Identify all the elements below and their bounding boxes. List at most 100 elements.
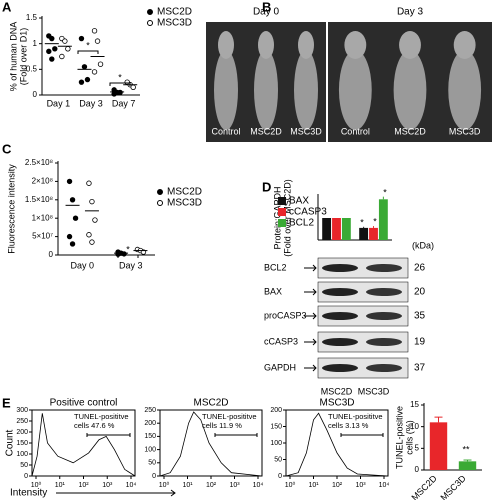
blot-arrow <box>304 364 317 372</box>
data-point <box>72 215 79 221</box>
blot-band <box>366 364 402 372</box>
x-tick-label: 10³ <box>355 482 366 489</box>
photo-label: Control <box>211 126 240 136</box>
data-point <box>69 241 76 247</box>
blot <box>317 305 409 327</box>
data-point <box>52 46 58 52</box>
panel-letter: C <box>2 141 12 156</box>
blot <box>317 331 409 353</box>
y-axis-label: Fluorescence intensity <box>6 164 16 254</box>
data-point <box>59 53 65 60</box>
significance: * <box>86 40 90 50</box>
blot-label: proCASP3 <box>264 310 307 320</box>
data-point <box>86 180 92 186</box>
data-point <box>91 28 98 34</box>
mouse-head <box>258 31 274 59</box>
data-point <box>69 197 76 203</box>
y-axis-label: % of human DNA <box>8 22 18 92</box>
x-tick-label: 10¹ <box>55 482 66 489</box>
blot-band <box>322 312 358 320</box>
mouse-head <box>218 31 234 59</box>
bar <box>378 199 388 240</box>
y-axis-label: TUNEL-positive <box>394 406 404 469</box>
blot-arrow <box>304 288 317 296</box>
y-tick-label: 0 <box>152 473 156 480</box>
y-tick-label: 0 <box>278 473 282 480</box>
significance-bracket <box>117 254 139 258</box>
blot-kda: 26 <box>414 263 426 274</box>
legend-marker <box>157 200 163 206</box>
photo-label: MSC2D <box>250 126 282 136</box>
x-tick-label: Day 3 <box>79 98 103 108</box>
data-point <box>49 56 55 62</box>
y-tick-label: 200 <box>270 407 282 414</box>
blot-band <box>322 364 358 372</box>
blot-kda: 20 <box>414 287 426 298</box>
y-tick-label: 15 <box>410 400 419 409</box>
gate-label: cells 47.6 % <box>74 421 115 430</box>
y-tick-label: 0.5 <box>26 64 38 73</box>
mouse-head <box>344 31 367 59</box>
x-tick-label: MSC3D <box>438 473 468 500</box>
bar <box>332 218 341 240</box>
blot-band <box>366 338 402 346</box>
mouse-body <box>294 50 318 130</box>
data-point <box>97 61 104 67</box>
flow-x-label: Intensity <box>10 488 47 499</box>
photo-label: Control <box>341 126 370 136</box>
blot-band <box>322 264 358 272</box>
data-point <box>78 35 85 42</box>
gate-label: TUNEL-posititve <box>202 412 257 421</box>
x-tick-label: 10³ <box>102 482 113 489</box>
histogram <box>31 413 136 477</box>
y-tick-label: 1 <box>33 39 38 48</box>
x-tick-label: 10² <box>206 482 217 489</box>
blot-band <box>322 338 358 346</box>
data-point <box>92 217 98 223</box>
blot-arrow <box>304 312 317 320</box>
x-tick-label: MSC2D <box>409 473 439 500</box>
mouse-head <box>298 31 314 59</box>
panel-letter: D <box>262 179 271 194</box>
x-tick-label: 10⁰ <box>31 481 42 489</box>
x-tick-label: Day 7 <box>112 98 136 108</box>
bar <box>429 422 448 470</box>
blot-band <box>322 288 358 296</box>
data-point <box>89 239 95 245</box>
y-tick-label: 2×10⁸ <box>32 177 53 186</box>
blot-arrow <box>304 338 317 346</box>
y-tick-label: 5×10⁷ <box>32 232 53 241</box>
photo-day: Day 0 <box>253 7 280 18</box>
mouse-body <box>254 50 278 130</box>
y-tick-label: 0 <box>24 473 28 480</box>
y-tick-label: 250 <box>16 418 28 425</box>
y-tick-label: 1.5×10⁸ <box>25 195 53 204</box>
y-axis-label: (Fold over D1) <box>18 28 28 86</box>
blot-arrow <box>304 264 317 272</box>
blot-label: BAX <box>264 286 282 296</box>
data-point <box>62 38 68 44</box>
y-tick-label: 0 <box>49 250 54 259</box>
legend-swatch <box>278 219 286 227</box>
mouse-body <box>214 50 238 130</box>
kda-unit: (kDa) <box>412 240 434 250</box>
plot-title: MSC3D <box>319 398 354 409</box>
blot-label: BCL2 <box>264 262 287 272</box>
legend-marker <box>157 189 163 195</box>
y-tick-label: 200 <box>144 420 156 427</box>
mouse-body <box>338 50 372 130</box>
blot-band <box>366 264 402 272</box>
data-point <box>65 46 71 52</box>
y-tick-label: 150 <box>144 433 156 440</box>
blot-kda: 35 <box>414 311 426 322</box>
mouse-head <box>453 31 476 59</box>
y-tick-label: 1.5 <box>26 13 38 22</box>
x-tick-label: 10¹ <box>308 482 319 489</box>
x-tick-label: 10² <box>78 482 89 489</box>
gate-label: TUNEL-posititve <box>328 412 383 421</box>
blot-band <box>366 312 402 320</box>
gate-label: cells 3.13 % <box>328 421 369 430</box>
significance: ** <box>462 444 470 454</box>
mouse-body <box>448 50 482 130</box>
